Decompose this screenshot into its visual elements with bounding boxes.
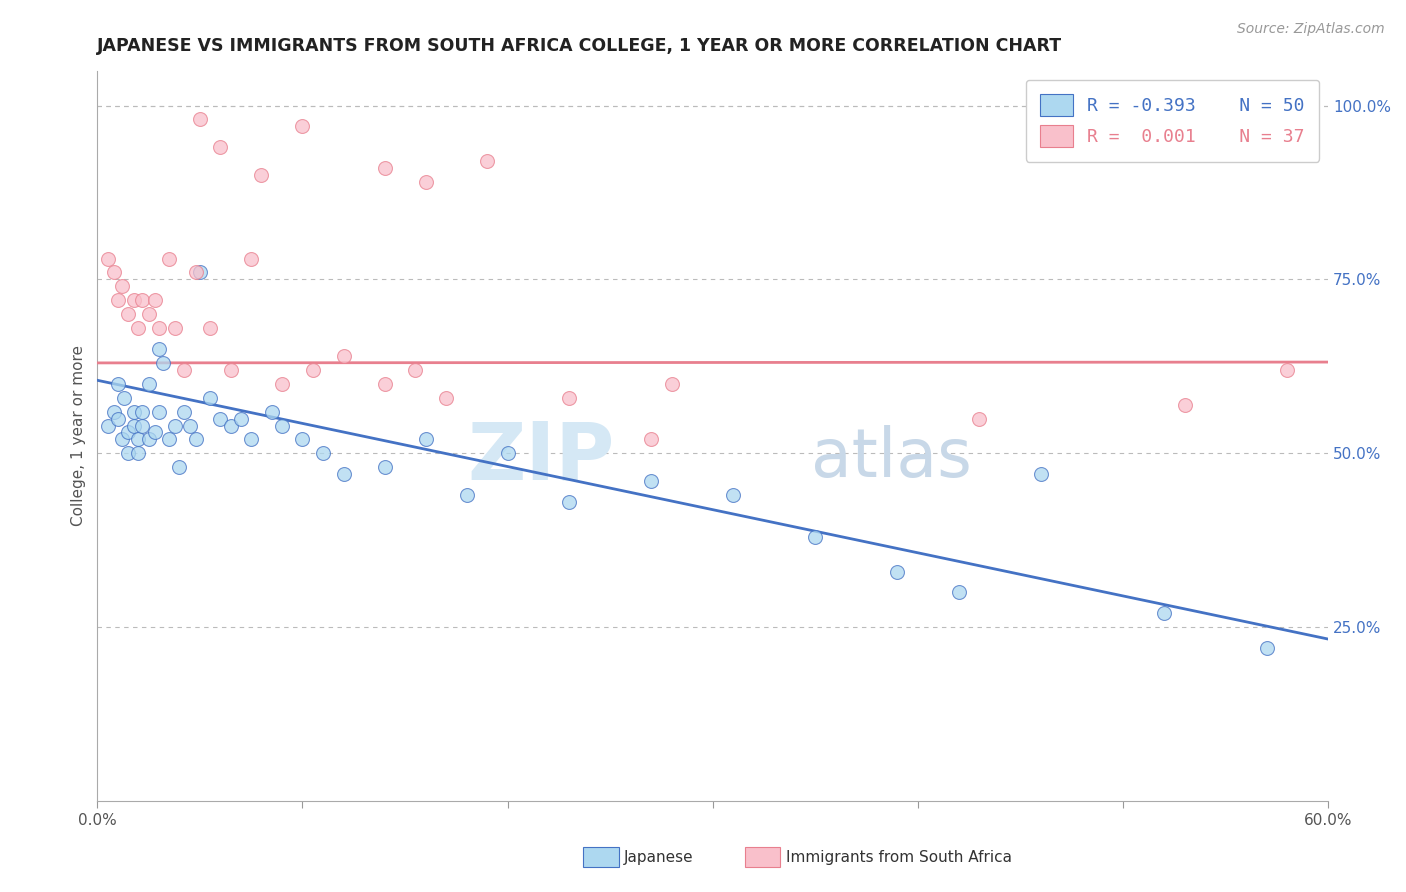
Point bbox=[143, 425, 166, 440]
Point bbox=[948, 585, 970, 599]
Point bbox=[886, 565, 908, 579]
Point bbox=[415, 175, 437, 189]
Point bbox=[496, 446, 519, 460]
Point bbox=[165, 418, 187, 433]
Point bbox=[219, 418, 242, 433]
Point bbox=[138, 433, 160, 447]
Point bbox=[723, 488, 745, 502]
Point bbox=[112, 391, 135, 405]
Point bbox=[271, 418, 294, 433]
Point bbox=[209, 140, 232, 154]
Point bbox=[188, 265, 211, 279]
Point bbox=[558, 391, 581, 405]
Point bbox=[969, 411, 991, 425]
Point bbox=[97, 252, 120, 266]
Point bbox=[124, 404, 146, 418]
Text: Source: ZipAtlas.com: Source: ZipAtlas.com bbox=[1237, 22, 1385, 37]
Point bbox=[558, 495, 581, 509]
Text: JAPANESE VS IMMIGRANTS FROM SOUTH AFRICA COLLEGE, 1 YEAR OR MORE CORRELATION CHA: JAPANESE VS IMMIGRANTS FROM SOUTH AFRICA… bbox=[97, 37, 1063, 55]
Point bbox=[1256, 641, 1278, 656]
Point bbox=[198, 321, 221, 335]
Point bbox=[404, 363, 426, 377]
Point bbox=[291, 433, 314, 447]
Point bbox=[157, 433, 180, 447]
Point bbox=[1153, 607, 1175, 621]
Point bbox=[173, 363, 195, 377]
Text: ZIP: ZIP bbox=[467, 419, 614, 497]
Point bbox=[250, 168, 273, 182]
Point bbox=[131, 404, 153, 418]
Point bbox=[107, 293, 129, 308]
Point bbox=[475, 154, 498, 169]
Point bbox=[179, 418, 201, 433]
Point bbox=[1275, 363, 1298, 377]
Point bbox=[111, 279, 134, 293]
Point bbox=[1173, 398, 1195, 412]
Point bbox=[107, 411, 129, 425]
Point bbox=[260, 404, 283, 418]
Point bbox=[332, 467, 354, 482]
Point bbox=[138, 376, 160, 391]
Point bbox=[240, 433, 263, 447]
Point bbox=[804, 530, 827, 544]
Point bbox=[291, 120, 314, 134]
Point bbox=[415, 433, 437, 447]
Point bbox=[373, 376, 395, 391]
Text: atlas: atlas bbox=[811, 425, 972, 491]
Text: Japanese: Japanese bbox=[624, 850, 695, 864]
Point bbox=[434, 391, 457, 405]
Point bbox=[148, 321, 170, 335]
Point bbox=[157, 252, 180, 266]
Point bbox=[138, 307, 160, 321]
Point bbox=[107, 376, 129, 391]
Point bbox=[1029, 467, 1052, 482]
Point bbox=[188, 112, 211, 127]
Point bbox=[184, 433, 207, 447]
Point bbox=[165, 321, 187, 335]
Point bbox=[640, 433, 662, 447]
Legend: R = -0.393    N = 50, R =  0.001    N = 37: R = -0.393 N = 50, R = 0.001 N = 37 bbox=[1026, 79, 1319, 161]
Point bbox=[640, 474, 662, 488]
Point bbox=[117, 425, 139, 440]
Point bbox=[173, 404, 195, 418]
Point bbox=[117, 446, 139, 460]
Text: Immigrants from South Africa: Immigrants from South Africa bbox=[786, 850, 1012, 864]
Point bbox=[127, 446, 149, 460]
Point bbox=[332, 349, 354, 363]
Point bbox=[143, 293, 166, 308]
Point bbox=[124, 418, 146, 433]
Point bbox=[131, 418, 153, 433]
Point bbox=[127, 433, 149, 447]
Point bbox=[198, 391, 221, 405]
Point bbox=[271, 376, 294, 391]
Point bbox=[661, 376, 683, 391]
Point bbox=[103, 404, 125, 418]
Point bbox=[373, 161, 395, 175]
Point bbox=[312, 446, 335, 460]
Point bbox=[131, 293, 153, 308]
Point bbox=[209, 411, 232, 425]
Point bbox=[152, 356, 174, 370]
Point bbox=[373, 460, 395, 475]
Point bbox=[103, 265, 125, 279]
Point bbox=[127, 321, 149, 335]
Point bbox=[117, 307, 139, 321]
Point bbox=[124, 293, 146, 308]
Point bbox=[148, 342, 170, 356]
Point bbox=[97, 418, 120, 433]
Point bbox=[169, 460, 191, 475]
Y-axis label: College, 1 year or more: College, 1 year or more bbox=[72, 345, 86, 526]
Point bbox=[229, 411, 252, 425]
Point bbox=[301, 363, 323, 377]
Point bbox=[240, 252, 263, 266]
Point bbox=[184, 265, 207, 279]
Point bbox=[148, 404, 170, 418]
Point bbox=[219, 363, 242, 377]
Point bbox=[111, 433, 134, 447]
Point bbox=[456, 488, 478, 502]
